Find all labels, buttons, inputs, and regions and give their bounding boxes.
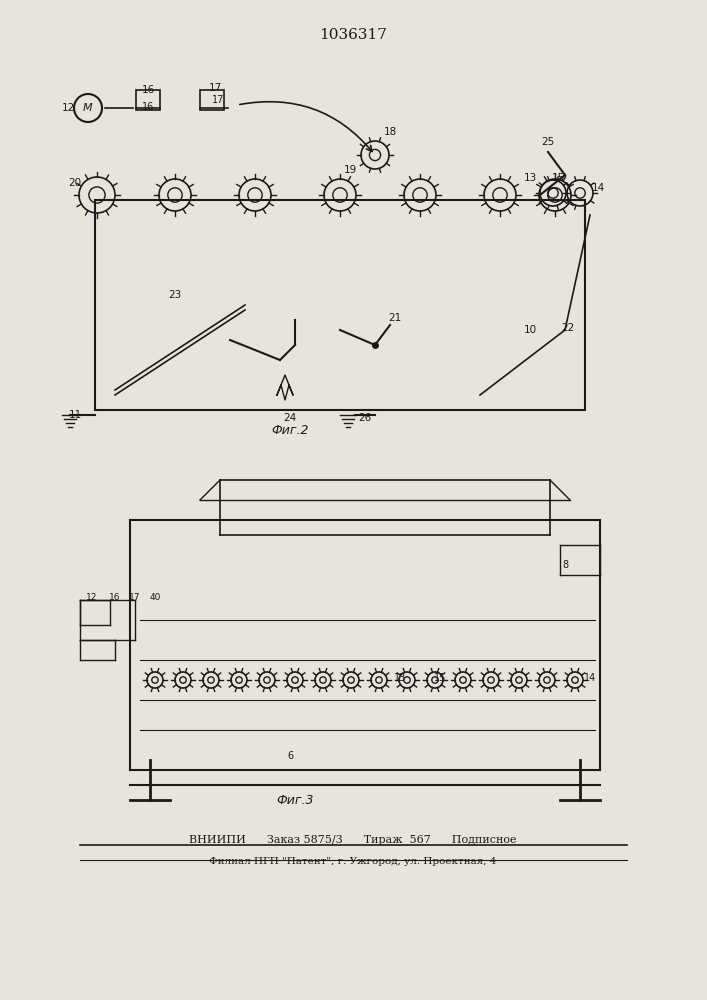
- Text: 6: 6: [287, 751, 293, 761]
- Text: Фиг.2: Фиг.2: [271, 424, 309, 436]
- Text: M: M: [83, 103, 93, 113]
- Text: 8: 8: [562, 560, 568, 570]
- Text: 24: 24: [284, 413, 297, 423]
- Text: Фиг.3: Фиг.3: [276, 794, 314, 806]
- Text: 1036317: 1036317: [319, 28, 387, 42]
- Text: 13: 13: [523, 173, 537, 183]
- Text: 17: 17: [209, 83, 221, 93]
- Text: ВНИИПИ      Заказ 5875/3      Тираж  567      Подписное: ВНИИПИ Заказ 5875/3 Тираж 567 Подписное: [189, 835, 517, 845]
- Bar: [200, 90, 224, 110]
- Text: 10: 10: [523, 325, 537, 335]
- Text: 20: 20: [69, 178, 81, 188]
- Text: 40: 40: [149, 593, 160, 602]
- Text: 17: 17: [129, 593, 141, 602]
- Text: 23: 23: [168, 290, 182, 300]
- Bar: [136, 90, 160, 110]
- Text: 14: 14: [591, 183, 604, 193]
- Text: 14: 14: [584, 673, 596, 683]
- Text: 12: 12: [62, 103, 75, 113]
- Text: 19: 19: [344, 165, 356, 175]
- Text: 12: 12: [86, 593, 98, 602]
- Text: Филиал ПГП "Патент", г. Ужгород, ул. Проектная, 4: Филиал ПГП "Патент", г. Ужгород, ул. Про…: [209, 857, 497, 866]
- Bar: [95, 200, 585, 410]
- Text: 21: 21: [388, 313, 402, 323]
- Text: 16: 16: [142, 102, 154, 112]
- Text: 16: 16: [110, 593, 121, 602]
- Text: 25: 25: [542, 137, 554, 147]
- Text: 18: 18: [383, 127, 397, 137]
- Text: 13: 13: [394, 673, 406, 683]
- Text: 15: 15: [551, 173, 565, 183]
- Text: 26: 26: [358, 413, 372, 423]
- Text: 16: 16: [141, 85, 155, 95]
- Text: 17: 17: [212, 95, 224, 105]
- Text: 15: 15: [434, 673, 446, 683]
- Text: 11: 11: [69, 410, 81, 420]
- Text: 22: 22: [561, 323, 575, 333]
